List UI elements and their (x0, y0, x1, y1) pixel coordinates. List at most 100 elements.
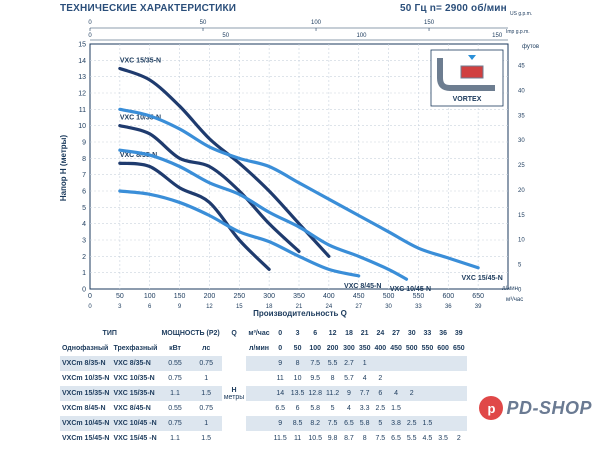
x-tick-lpm: 200 (204, 293, 216, 300)
y-tick-label: 10 (78, 123, 86, 130)
pd-shop-logo: p PD-SHOP (479, 396, 592, 420)
curve-label: VXC 8/35-N (120, 152, 157, 159)
head-value (451, 371, 467, 386)
x-tick-lpm: 100 (144, 293, 156, 300)
x-tick-m3h: 12 (206, 304, 213, 310)
three-phase-model: VXC 8/35-N (111, 356, 160, 371)
x-tick-lpm: 50 (116, 293, 124, 300)
frequency-label: 50 Гц n= 2900 об/мин (400, 3, 507, 14)
imp-gpm-tick: 0 (88, 33, 92, 39)
y-tick-label: 8 (82, 156, 86, 163)
q-lpm-cell: 200 (326, 345, 339, 352)
single-phase-model: VXCm 10/45-N (60, 416, 112, 431)
q-m3h-cell: 21 (360, 330, 369, 337)
x-tick-lpm: 500 (383, 293, 395, 300)
head-value: 11 (276, 375, 284, 382)
head-value: 7.5 (375, 435, 386, 442)
head-value (419, 356, 436, 371)
q-lpm-cell: 400 (374, 345, 387, 352)
q-m3h-cell: 39 (454, 330, 463, 337)
table-row: VXCm 10/45-N VXC 10/45 -N 0.75 1 9 8.5 8.2 7.5 6… (60, 416, 467, 431)
x-tick-m3h: 36 (445, 304, 452, 310)
power-kw: 0.75 (168, 375, 182, 382)
q-lpm-cell: 650 (452, 345, 465, 352)
x-tick-lpm: 550 (413, 293, 425, 300)
y-axis-label: Напор Н (метры) (59, 135, 68, 202)
y-tick-label: 9 (82, 140, 86, 147)
spacer-cell (246, 431, 271, 446)
head-value: 9.8 (327, 435, 338, 442)
head-value: 6 (372, 386, 389, 401)
lpm-header: л/мин (248, 345, 270, 352)
head-value: 1.5 (391, 405, 401, 412)
head-value: 9 (271, 356, 289, 371)
q-m3h-cell: 24 (376, 330, 385, 337)
three-phase-model: VXC 10/35-N (113, 375, 155, 382)
blank-cell (222, 416, 247, 431)
head-value: 5.8 (310, 405, 321, 412)
head-value: 9 (341, 386, 357, 401)
x-tick-m3h: 30 (385, 304, 392, 310)
m3h-unit: м³/час (506, 297, 523, 303)
feet-tick-label: 20 (518, 188, 525, 194)
head-value: 3.5 (438, 435, 448, 442)
logo-text: PD-SHOP (506, 397, 592, 418)
head-value (450, 416, 467, 431)
head-value (435, 356, 451, 371)
head-value (404, 371, 420, 386)
feet-tick-label: 30 (518, 138, 525, 144)
head-value: 4 (347, 405, 351, 412)
blank-cell (222, 356, 247, 371)
x-tick-lpm: 400 (323, 293, 335, 300)
head-value: 4.5 (422, 435, 433, 442)
head-value: 5.5 (324, 356, 342, 371)
head-value: 11 (293, 435, 302, 442)
feet-tick-label: 25 (518, 163, 525, 169)
power-hp: 0.75 (199, 405, 213, 412)
head-value (419, 386, 436, 401)
curve-vxc-10-45-n (118, 148, 409, 281)
power-kw: 0.75 (159, 416, 191, 431)
vortex-label: VORTEX (453, 96, 482, 103)
logo-icon: p (479, 396, 504, 420)
x-tick-m3h: 24 (326, 304, 333, 310)
single-phase-model: VXCm 8/45-N (62, 405, 106, 412)
vortex-inset: VORTEX (430, 49, 504, 107)
imp-gpm-tick: 100 (356, 33, 367, 39)
three-phase-model: VXC 15/35-N (111, 386, 160, 401)
head-value: 8.7 (344, 435, 354, 442)
head-value: 5.5 (406, 435, 417, 442)
head-value (435, 401, 451, 416)
feet-tick-label: 40 (518, 88, 525, 94)
head-value: 4 (388, 386, 404, 401)
head-value: 7.5 (324, 416, 342, 431)
h-label: Н (231, 386, 237, 394)
q-m3h-cell: 27 (392, 330, 400, 337)
q-lpm-cell: 50 (293, 345, 302, 352)
head-value (404, 401, 420, 416)
x-tick-m3h: 21 (296, 304, 303, 310)
y-tick-label: 6 (82, 189, 86, 196)
performance-chart: VXC 15/35-N VXC 10/35-N VXC 8/35-N VXC 8/45… (59, 11, 539, 318)
table-row: VXCm 8/45-N VXC 8/45-N 0.55 0.75 6.5 6 5.8 5 4 3.… (60, 401, 467, 416)
x-tick-m3h: 27 (355, 304, 362, 310)
blank-cell (222, 341, 247, 356)
feet-tick-label: 45 (518, 63, 525, 69)
head-value: 3.3 (359, 405, 370, 412)
x-tick-m3h: 0 (88, 304, 92, 310)
h-unit: метры (223, 393, 245, 401)
head-value (435, 386, 451, 401)
head-value: 2.5 (403, 416, 420, 431)
single-phase-model: VXCm 15/35-N (60, 386, 112, 401)
power-header: МОЩНОСТЬ (P2) (161, 330, 220, 337)
head-value: 2 (403, 386, 420, 401)
x-tick-lpm: 650 (472, 293, 484, 300)
head-value (435, 371, 451, 386)
lpm-unit: л/мин (502, 286, 518, 292)
head-value: 6.5 (275, 405, 286, 412)
power-kw: 1.1 (170, 435, 180, 442)
head-value (450, 386, 467, 401)
imp-gpm-unit: Imp g.p.m. (506, 29, 530, 35)
y-tick-label: 7 (82, 172, 86, 179)
